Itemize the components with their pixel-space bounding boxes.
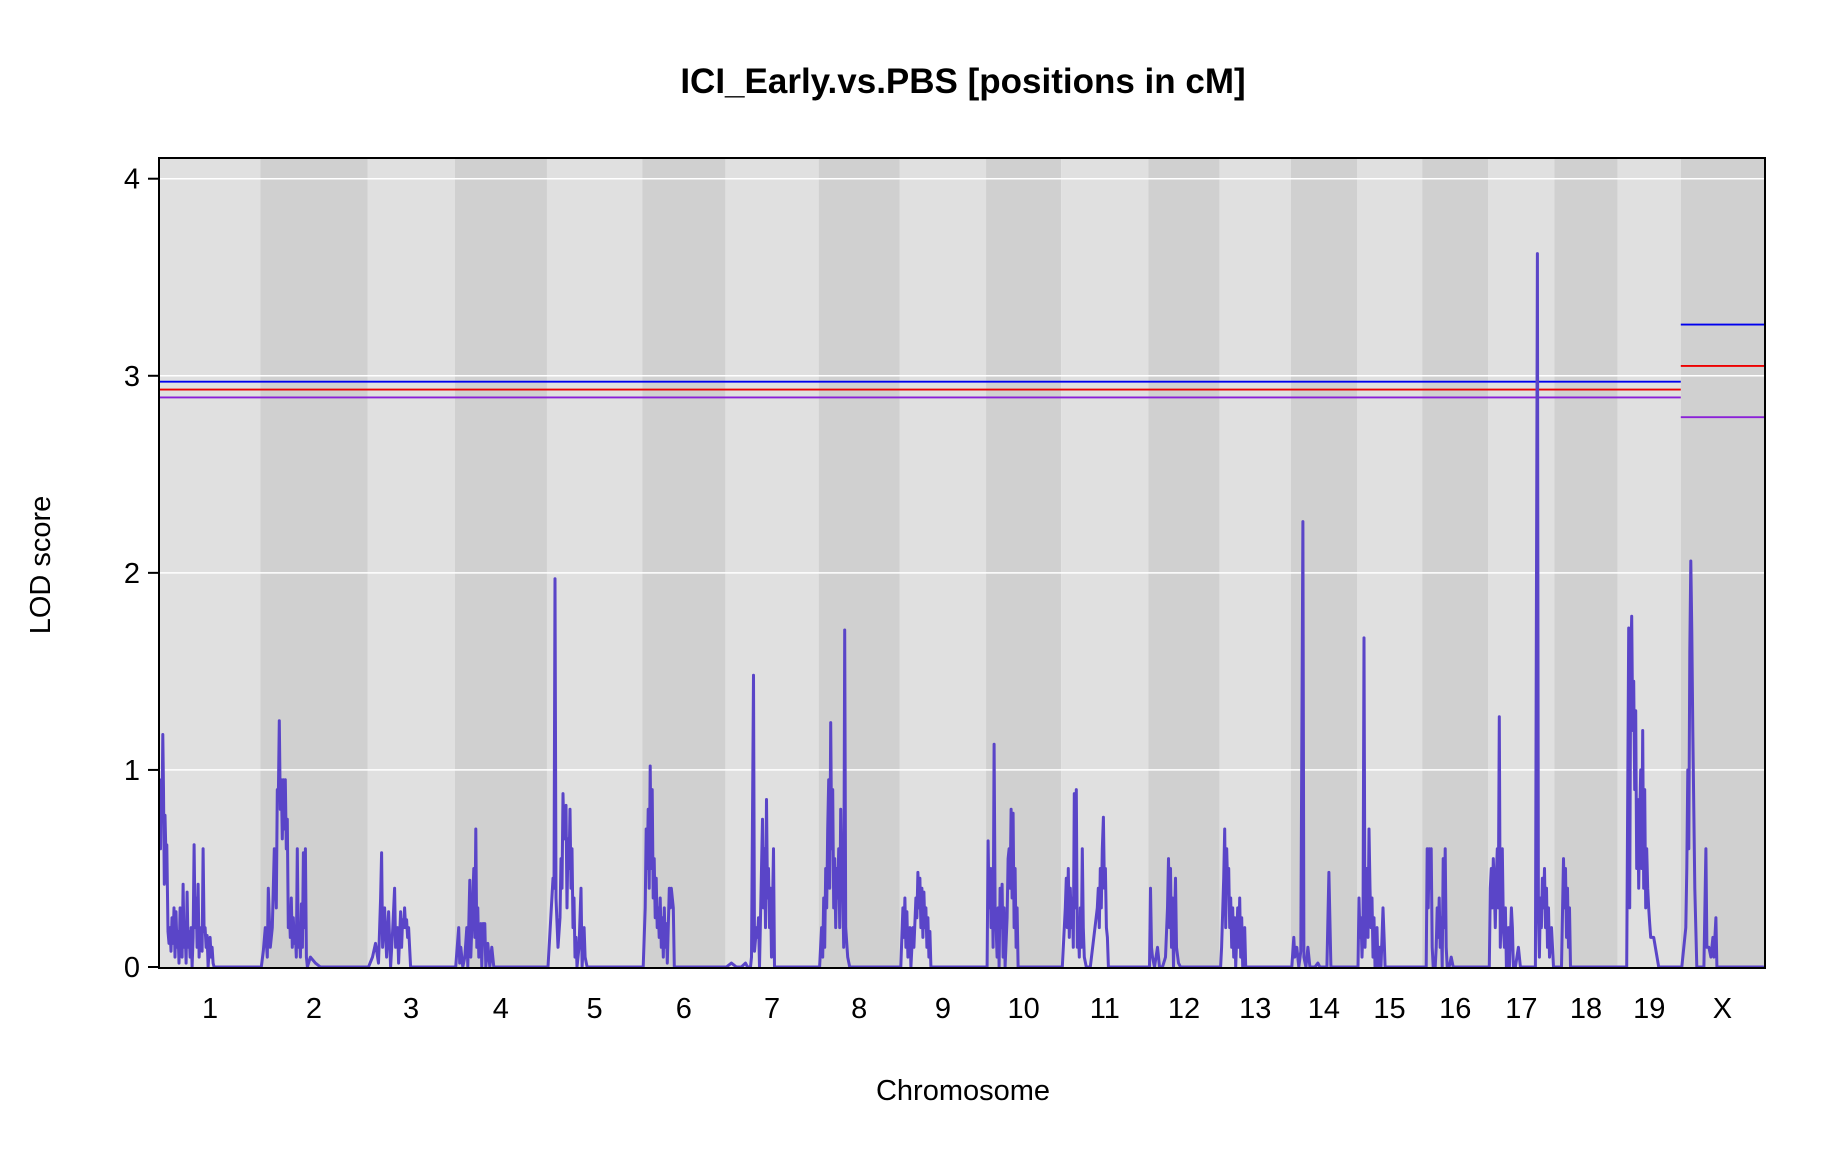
x-tick-label-6: 6 <box>676 993 692 1025</box>
y-tick-label-3: 3 <box>124 361 140 393</box>
x-tick-label-13: 13 <box>1239 993 1271 1025</box>
horizontal-gridlines <box>160 177 1764 771</box>
chromosome-band-12 <box>1148 159 1220 967</box>
x-tick-label-16: 16 <box>1439 993 1471 1025</box>
y-tick-label-1: 1 <box>124 755 140 787</box>
chromosome-band-6 <box>642 159 726 967</box>
y-axis-ticks: 0 1 2 3 4 <box>124 164 160 984</box>
x-tick-label-11: 11 <box>1090 993 1120 1025</box>
y-tick-label-2: 2 <box>124 558 140 590</box>
x-tick-label-12: 12 <box>1168 993 1200 1025</box>
x-tick-label-8: 8 <box>851 993 867 1025</box>
x-tick-label-10: 10 <box>1008 993 1040 1025</box>
chart-title: ICI_Early.vs.PBS [positions in cM] <box>680 62 1245 101</box>
chromosome-band-10 <box>986 159 1062 967</box>
x-tick-label-18: 18 <box>1570 993 1602 1025</box>
chromosome-band-15 <box>1356 159 1423 967</box>
plot-frame <box>158 157 1766 969</box>
x-tick-label-17: 17 <box>1505 993 1537 1025</box>
chromosome-band-3 <box>367 159 455 967</box>
chromosome-band-9 <box>899 159 987 967</box>
x-tick-label-1: 1 <box>202 993 218 1025</box>
chromosome-band-4 <box>454 159 547 967</box>
x-tick-label-14: 14 <box>1308 993 1340 1025</box>
x-axis-ticks: 1 2 3 4 5 6 7 8 9 10 11 12 13 14 15 16 17 18 19 X <box>202 993 1732 1025</box>
x-tick-label-2: 2 <box>306 993 322 1025</box>
significance-thresholds <box>160 323 1764 419</box>
x-tick-label-7: 7 <box>764 993 780 1025</box>
chromosome-band-18 <box>1554 159 1618 967</box>
x-axis-label: Chromosome <box>876 1075 1050 1107</box>
chromosome-band-7 <box>725 159 819 967</box>
y-axis-label: LOD score <box>25 496 57 635</box>
chromosome-bands <box>160 159 1764 967</box>
y-tick-label-0: 0 <box>124 952 140 984</box>
x-tick-label-X: X <box>1713 993 1732 1025</box>
chromosome-band-16 <box>1422 159 1489 967</box>
x-tick-label-15: 15 <box>1373 993 1405 1025</box>
y-tick-label-4: 4 <box>124 164 140 196</box>
x-tick-label-4: 4 <box>493 993 509 1025</box>
x-tick-label-3: 3 <box>403 993 419 1025</box>
chromosome-band-13 <box>1219 159 1291 967</box>
x-tick-label-19: 19 <box>1633 993 1665 1025</box>
chromosome-band-1 <box>160 159 261 967</box>
x-tick-label-9: 9 <box>935 993 951 1025</box>
x-tick-label-5: 5 <box>587 993 603 1025</box>
